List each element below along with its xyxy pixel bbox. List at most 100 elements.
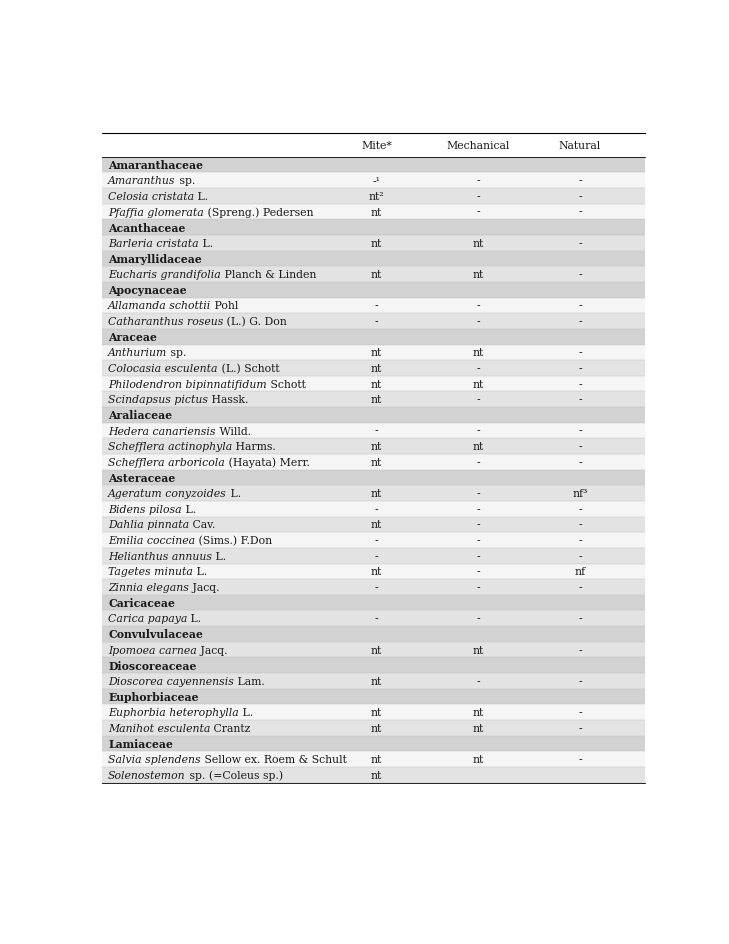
Text: Mite*: Mite* [361, 141, 391, 151]
Text: nt: nt [472, 707, 484, 717]
Bar [102, 580, 644, 596]
Text: nt: nt [371, 363, 382, 374]
Bar [102, 205, 644, 220]
Text: Dahlia pinnata: Dahlia pinnata [108, 520, 190, 530]
Bar [102, 251, 644, 267]
Text: Bidens pilosa: Bidens pilosa [108, 504, 182, 514]
Text: Planch & Linden: Planch & Linden [221, 270, 316, 279]
Text: L.: L. [227, 489, 241, 498]
Text: (L.) G. Don: (L.) G. Don [224, 316, 287, 327]
Text: nt: nt [371, 520, 382, 530]
Text: -: - [476, 177, 480, 186]
Text: L.: L. [182, 504, 196, 514]
Text: -: - [375, 535, 378, 546]
Text: -: - [476, 192, 480, 202]
Text: -: - [476, 317, 480, 327]
Text: Catharanthus roseus: Catharanthus roseus [108, 317, 224, 327]
Text: nt: nt [472, 645, 484, 655]
Text: nt²: nt² [369, 192, 384, 202]
Text: nt: nt [371, 348, 382, 358]
Text: sp.: sp. [168, 348, 187, 358]
Text: -: - [476, 301, 480, 312]
Bar [102, 423, 644, 439]
Text: Harms.: Harms. [233, 442, 276, 452]
Text: Araceae: Araceae [108, 332, 157, 343]
Text: Caricaceae: Caricaceae [108, 598, 175, 609]
Text: -: - [578, 645, 582, 655]
Text: nt: nt [371, 770, 382, 780]
Text: Convulvulaceae: Convulvulaceae [108, 629, 203, 640]
Text: -: - [578, 192, 582, 202]
Text: nt: nt [472, 723, 484, 733]
Text: -: - [476, 551, 480, 561]
Text: nt: nt [371, 645, 382, 655]
Text: -: - [578, 317, 582, 327]
Text: -: - [375, 551, 378, 561]
Text: -: - [375, 504, 378, 514]
Bar [102, 532, 644, 548]
Text: Lamiaceae: Lamiaceae [108, 738, 173, 750]
Text: Dioscoreaceae: Dioscoreaceae [108, 660, 196, 671]
Text: (Sims.) F.Don: (Sims.) F.Don [195, 535, 273, 546]
Bar [102, 408, 644, 423]
Text: (Hayata) Merr.: (Hayata) Merr. [225, 457, 310, 467]
Text: Amaranthus: Amaranthus [108, 177, 176, 186]
Bar [102, 658, 644, 673]
Text: -: - [578, 723, 582, 733]
Text: -: - [476, 676, 480, 686]
Text: Cav.: Cav. [190, 520, 216, 530]
Bar [102, 455, 644, 470]
Text: nf: nf [574, 566, 585, 577]
Text: L.: L. [239, 707, 253, 717]
Text: Dioscorea cayennensis: Dioscorea cayennensis [108, 676, 234, 686]
Text: -: - [476, 489, 480, 498]
Bar [102, 611, 644, 627]
Text: nt: nt [371, 239, 382, 248]
Text: -: - [375, 614, 378, 624]
Text: Emilia coccinea: Emilia coccinea [108, 535, 195, 546]
Bar [102, 689, 644, 704]
Text: nt: nt [371, 442, 382, 452]
Bar [102, 564, 644, 580]
Bar [102, 282, 644, 298]
Text: Salvia splendens: Salvia splendens [108, 754, 200, 765]
Text: Apocynaceae: Apocynaceae [108, 285, 187, 296]
Bar [102, 501, 644, 517]
Text: nt: nt [371, 270, 382, 279]
Text: -: - [375, 426, 378, 436]
Text: Euphorbia heterophylla: Euphorbia heterophylla [108, 707, 239, 717]
Bar [102, 673, 644, 689]
Text: -: - [578, 504, 582, 514]
Bar [102, 596, 644, 611]
Text: nt: nt [371, 458, 382, 467]
Text: -: - [578, 582, 582, 593]
Text: Willd.: Willd. [216, 426, 251, 436]
Text: -: - [476, 614, 480, 624]
Bar [102, 642, 644, 658]
Text: Araliaceae: Araliaceae [108, 410, 172, 421]
Text: Asteraceae: Asteraceae [108, 473, 175, 483]
Text: Allamanda schottii: Allamanda schottii [108, 301, 211, 312]
Text: Ageratum conyzoides: Ageratum conyzoides [108, 489, 227, 498]
Bar [102, 392, 644, 408]
Text: Amaryllidaceae: Amaryllidaceae [108, 254, 202, 264]
Text: Ipomoea carnea: Ipomoea carnea [108, 645, 197, 655]
Text: nt: nt [371, 566, 382, 577]
Text: Pohl: Pohl [211, 301, 238, 312]
Text: nt: nt [371, 489, 382, 498]
Text: Jacq.: Jacq. [197, 645, 227, 655]
Bar [102, 751, 644, 767]
Bar [102, 736, 644, 751]
Text: sp.: sp. [176, 177, 195, 186]
Text: Colocasia esculenta: Colocasia esculenta [108, 363, 217, 374]
Text: Acanthaceae: Acanthaceae [108, 223, 185, 233]
Text: Barleria cristata: Barleria cristata [108, 239, 199, 248]
Bar [102, 439, 644, 455]
Bar [102, 470, 644, 486]
Text: nt: nt [371, 754, 382, 765]
Text: -: - [578, 239, 582, 248]
Text: nt: nt [371, 379, 382, 389]
Bar [102, 174, 644, 189]
Text: -: - [476, 504, 480, 514]
Text: Schott: Schott [267, 379, 305, 389]
